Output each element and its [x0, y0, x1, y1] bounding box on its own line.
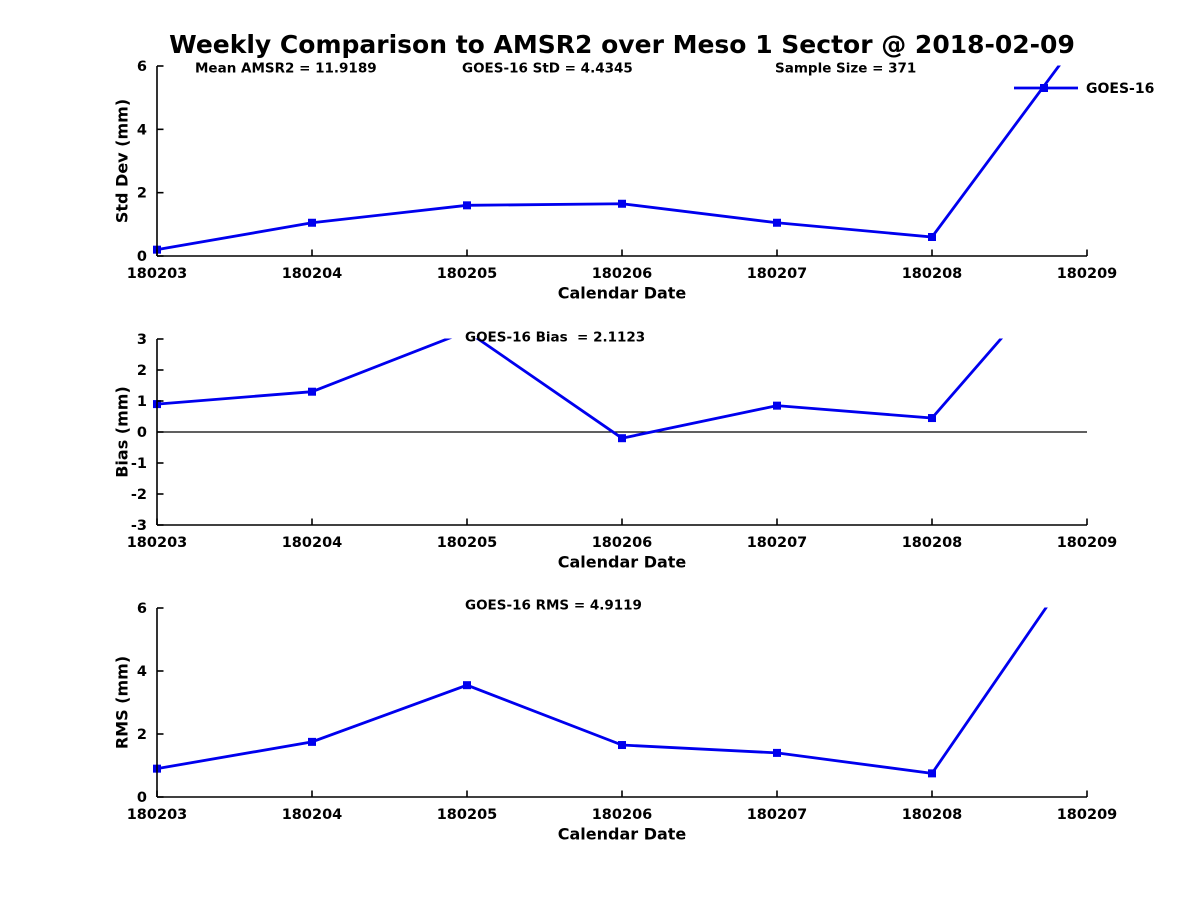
y-tick-label: -1 [131, 456, 147, 472]
x-tick-label: 180204 [282, 535, 343, 551]
x-tick-label: 180208 [902, 535, 963, 551]
data-line [156, 607, 1048, 775]
y-tick-label: 0 [137, 425, 147, 441]
data-marker [463, 201, 471, 210]
x-tick-label: 180203 [127, 266, 188, 282]
y-tick-label: 1 [137, 394, 147, 410]
data-marker [773, 748, 781, 757]
annotation: GOES-16 StD = 4.4345 [462, 61, 633, 77]
data-marker [773, 218, 781, 227]
x-tick-label: 180207 [747, 266, 808, 282]
x-tick-label: 180206 [592, 535, 653, 551]
x-axis-label: Calendar Date [558, 553, 687, 572]
y-tick-label: 0 [137, 790, 147, 806]
data-marker [618, 741, 626, 750]
annotation: GOES-16 Bias = 2.1123 [465, 330, 645, 346]
x-tick-label: 180208 [902, 807, 963, 823]
legend: GOES-16 [1014, 81, 1154, 97]
y-tick-label: -2 [131, 487, 147, 503]
x-axis-label: Calendar Date [558, 825, 687, 844]
data-marker [928, 233, 936, 241]
y-axis-label: Bias (mm) [113, 386, 132, 478]
x-tick-label: 180207 [747, 535, 808, 551]
y-tick-label: 2 [137, 727, 147, 743]
subplot-bias: 180203 180204 180205 180206 180207 180208 1802… [113, 330, 1118, 572]
data-marker [618, 199, 626, 208]
x-tick-label: 180206 [592, 266, 653, 282]
x-tick-label: 180205 [437, 266, 498, 282]
y-tick-label: 6 [137, 59, 147, 75]
y-tick-label: 2 [137, 186, 147, 202]
data-marker [308, 218, 316, 227]
y-tick-label: 3 [137, 332, 147, 348]
chart-title: Weekly Comparison to AMSR2 over Meso 1 S… [169, 30, 1075, 59]
x-tick-label: 180209 [1057, 807, 1118, 823]
data-marker [928, 769, 936, 778]
data-marker [773, 401, 781, 410]
annotation: Mean AMSR2 = 11.9189 [195, 61, 377, 77]
y-tick-label: 0 [137, 249, 147, 265]
data-marker [618, 434, 626, 443]
data-marker [463, 681, 471, 690]
x-tick-label: 180207 [747, 807, 808, 823]
y-axis-label: RMS (mm) [113, 656, 132, 749]
x-tick-label: 180205 [437, 807, 498, 823]
x-tick-label: 180203 [127, 535, 188, 551]
x-tick-label: 180205 [437, 535, 498, 551]
subplot-rms: 180203 180204 180205 180206 180207 180208 1802… [113, 598, 1118, 844]
legend-label: GOES-16 [1086, 81, 1154, 97]
data-marker [308, 737, 316, 746]
y-tick-label: 4 [137, 122, 147, 138]
x-tick-label: 180204 [282, 807, 343, 823]
x-axis-label: Calendar Date [558, 284, 687, 303]
data-marker [928, 414, 936, 423]
x-tick-label: 180203 [127, 807, 188, 823]
x-tick-label: 180209 [1057, 266, 1118, 282]
legend-marker [1040, 84, 1048, 92]
y-axis-label: Std Dev (mm) [113, 99, 132, 223]
x-tick-label: 180208 [902, 266, 963, 282]
annotation: Sample Size = 371 [775, 61, 916, 77]
y-tick-label: -3 [131, 518, 147, 534]
data-marker [308, 387, 316, 396]
annotation: GOES-16 RMS = 4.9119 [465, 598, 642, 614]
x-tick-label: 180209 [1057, 535, 1118, 551]
x-tick-label: 180206 [592, 807, 653, 823]
y-tick-label: 6 [137, 601, 147, 617]
subplot-std-dev: 180203 180204 180205 180206 180207 180208 1802… [113, 59, 1118, 303]
x-tick-label: 180204 [282, 266, 343, 282]
y-tick-label: 4 [137, 664, 147, 680]
y-tick-label: 2 [137, 363, 147, 379]
